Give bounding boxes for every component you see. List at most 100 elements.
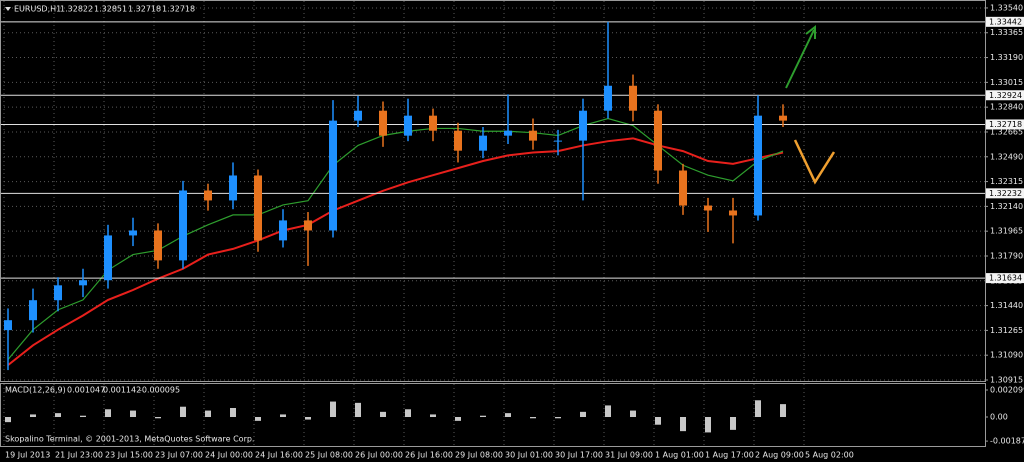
candle-body	[204, 190, 212, 201]
candle-body	[704, 205, 712, 211]
candle-body	[579, 110, 587, 141]
annotation-arrow	[785, 24, 816, 89]
macd-y-tick-label: 0.002099	[990, 386, 1024, 395]
candle-body	[154, 230, 162, 261]
x-tick-label: 21 Jul 23:00	[55, 451, 103, 460]
candle-body	[479, 135, 487, 151]
macd-bar	[630, 410, 636, 417]
x-tick-label: 5 Aug 02:00	[805, 451, 854, 460]
macd-bar	[130, 410, 136, 417]
x-tick-label: 29 Jul 08:00	[455, 451, 503, 460]
macd-bar	[280, 414, 286, 417]
macd-bar	[180, 406, 186, 417]
y-tick-label: 1.33190	[990, 53, 1023, 62]
x-tick-label: 25 Jul 08:00	[305, 451, 353, 460]
candle-body	[254, 175, 262, 241]
macd-bar	[80, 415, 86, 417]
y-tick-label: 1.33015	[990, 78, 1023, 87]
footer: Skopalino Terminal, © 2001-2013, MetaQuo…	[5, 435, 254, 444]
level-label: 1.32924	[989, 91, 1022, 100]
macd-bar	[405, 409, 411, 417]
candle-body	[129, 230, 137, 236]
macd-bar	[605, 405, 611, 417]
level-label-box	[986, 119, 1024, 130]
level-label: 1.32232	[989, 189, 1022, 198]
x-tick-label: 23 Jul 07:00	[155, 451, 203, 460]
macd-bar	[505, 413, 511, 417]
candle-body	[604, 85, 612, 111]
macd-label: MACD(12,26,9)	[5, 386, 66, 395]
macd-y-tick-label: -0.001875	[990, 437, 1024, 446]
macd-bar	[55, 413, 61, 417]
level-label: 1.31634	[989, 274, 1022, 283]
y-tick-label: 1.32315	[990, 177, 1023, 186]
candle-body	[754, 115, 762, 216]
candle-body	[354, 110, 362, 121]
candle-body	[529, 130, 537, 141]
x-tick-label: 26 Jul 16:00	[405, 451, 453, 460]
macd-bar	[555, 416, 561, 419]
y-tick-label: 1.31440	[990, 301, 1023, 310]
y-tick-label: 1.30915	[990, 376, 1023, 385]
moving-average	[7, 117, 784, 360]
candle-body	[554, 140, 562, 142]
y-tick-label: 1.33365	[990, 28, 1023, 37]
quote-value: 1.32851	[94, 5, 127, 14]
level-label-box	[986, 16, 1024, 27]
x-tick-label: 24 Jul 16:00	[255, 451, 303, 460]
quote-value: 1.32718	[162, 5, 195, 14]
candle-body	[4, 320, 12, 331]
candle-body	[679, 170, 687, 206]
macd-bar	[105, 409, 111, 417]
macd-bar	[5, 416, 11, 423]
main-frame	[0, 0, 986, 382]
candle-body	[29, 300, 37, 321]
macd-value: 0.001142	[103, 386, 141, 395]
level-label: 1.33442	[989, 17, 1022, 26]
annotation-v	[793, 139, 836, 185]
x-tick-label: 1 Aug 17:00	[705, 451, 754, 460]
macd-bar	[730, 416, 736, 430]
candle-body	[779, 115, 787, 121]
x-tick-label: 24 Jul 00:00	[205, 451, 253, 460]
candle-body	[104, 235, 112, 281]
x-tick-label: 26 Jul 00:00	[355, 451, 403, 460]
candle-body	[329, 120, 337, 231]
moving-average	[7, 137, 784, 366]
level-label-box	[986, 188, 1024, 199]
level-label: 1.32718	[989, 120, 1022, 129]
candle-body	[654, 110, 662, 171]
menu-triangle	[5, 7, 11, 11]
x-tick-label: 2 Aug 09:00	[755, 451, 804, 460]
plot-layer	[0, 1, 985, 446]
candle-body	[454, 130, 462, 151]
y-tick-label: 1.31965	[990, 227, 1023, 236]
y-tick-label: 1.32665	[990, 127, 1023, 136]
candle-body	[729, 210, 737, 216]
macd-bar	[355, 402, 361, 417]
y-tick-label: 1.31265	[990, 326, 1023, 335]
macd-bar	[455, 416, 461, 421]
y-tick-label: 1.32140	[990, 202, 1023, 211]
macd-bar	[155, 416, 161, 419]
y-tick-label: 1.31090	[990, 351, 1023, 360]
candle-body	[229, 175, 237, 201]
macd-bar	[580, 411, 586, 417]
macd-bar	[30, 414, 36, 417]
macd-bar	[430, 414, 436, 417]
x-tick-label: 31 Jul 09:00	[605, 451, 653, 460]
y-tick-label: 1.32490	[990, 152, 1023, 161]
chart-title: EURUSD,H1	[14, 5, 61, 14]
candle-body	[629, 85, 637, 111]
candle-body	[279, 220, 287, 241]
x-tick-label: 30 Jul 17:00	[555, 451, 603, 460]
macd-bar	[530, 416, 536, 419]
quote-value: 1.32822	[60, 5, 93, 14]
macd-bar	[680, 416, 686, 432]
candle-body	[179, 190, 187, 261]
candle-body	[379, 110, 387, 136]
macd-y-tick-label: 0.00	[990, 412, 1008, 421]
candle-body	[79, 280, 87, 286]
y-tick-label: 1.33540	[990, 3, 1023, 12]
